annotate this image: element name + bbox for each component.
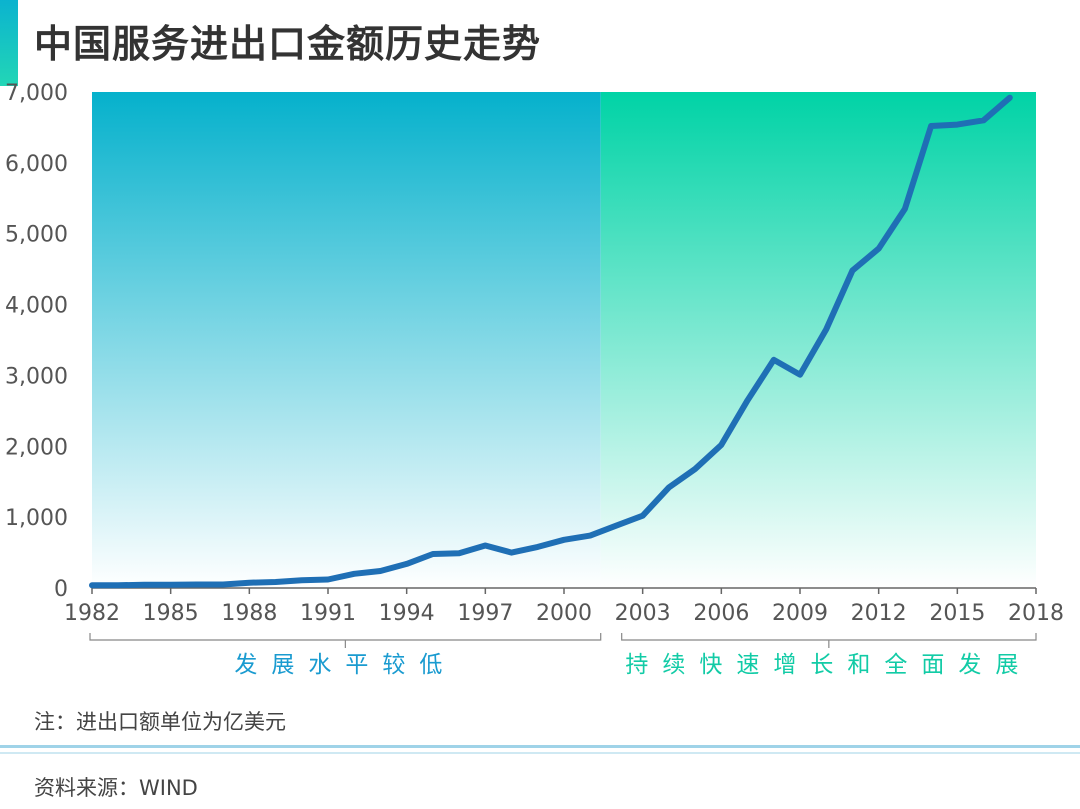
y-tick-label: 2,000 xyxy=(5,435,68,460)
x-tick-label: 1985 xyxy=(143,601,199,626)
title-accent-bar xyxy=(0,0,18,86)
x-tick-label: 2003 xyxy=(615,601,671,626)
period-label-2: 持续快速增长和全面发展 xyxy=(625,652,1032,678)
unit-note: 注：进出口额单位为亿美元 xyxy=(34,710,286,734)
y-tick-label: 1,000 xyxy=(5,506,68,531)
x-tick-label: 2018 xyxy=(1008,601,1064,626)
source-note: 资料来源：WIND xyxy=(34,776,198,800)
y-tick-label: 7,000 xyxy=(5,81,68,106)
period-bracket-2 xyxy=(621,633,1037,648)
x-tick-label: 1988 xyxy=(221,601,277,626)
y-tick-label: 6,000 xyxy=(5,152,68,177)
x-tick-label: 2015 xyxy=(929,601,985,626)
x-tick-label: 2006 xyxy=(693,601,749,626)
page-title: 中国服务进出口金额历史走势 xyxy=(34,22,542,66)
x-tick-label: 2012 xyxy=(851,601,907,626)
x-tick-label: 1994 xyxy=(379,601,435,626)
divider-secondary xyxy=(0,752,1080,754)
divider xyxy=(0,745,1080,748)
period-background-1 xyxy=(92,92,601,588)
period-bracket-1 xyxy=(89,633,602,648)
x-tick-label: 2000 xyxy=(536,601,592,626)
chart: 1982 1985 1988 1991 1994 1997 2000 2003 2006 2009… xyxy=(5,81,1064,678)
period-label-1: 发展水平较低 xyxy=(234,652,456,678)
x-tick-label: 2009 xyxy=(772,601,828,626)
y-tick-label: 0 xyxy=(54,577,68,602)
y-tick-label: 4,000 xyxy=(5,294,68,319)
y-tick-label: 5,000 xyxy=(5,223,68,248)
x-tick-label: 1991 xyxy=(300,601,356,626)
y-tick-label: 3,000 xyxy=(5,364,68,389)
x-tick-label: 1982 xyxy=(64,601,120,626)
series-line xyxy=(89,94,1013,589)
x-tick-label: 1997 xyxy=(457,601,513,626)
